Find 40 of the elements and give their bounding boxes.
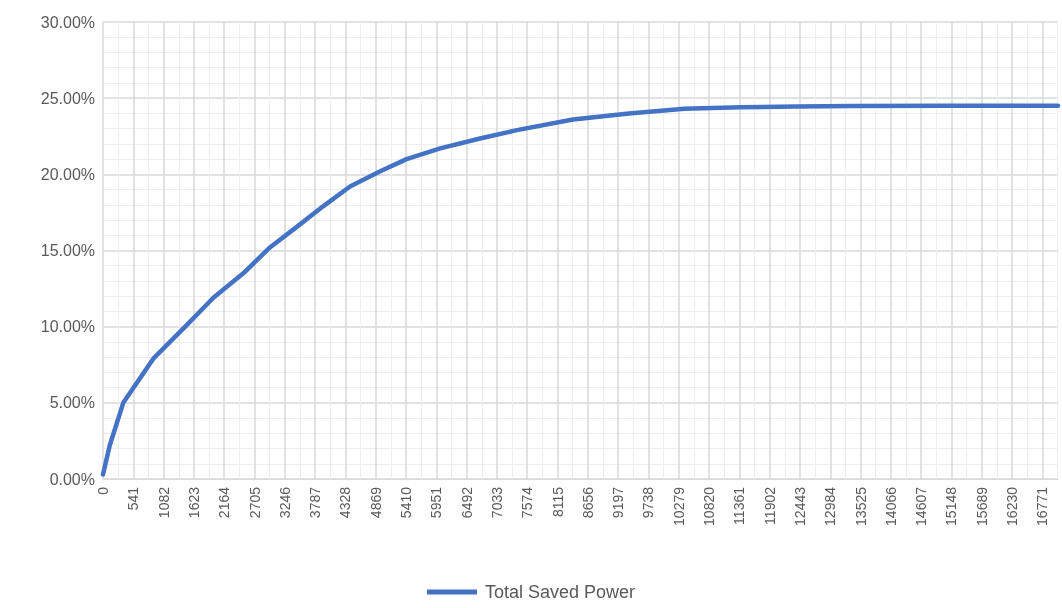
- x-tick-label: 14607: [913, 486, 930, 526]
- x-tick-label: 3246: [276, 486, 293, 519]
- x-tick-label: 7574: [519, 486, 536, 519]
- x-tick-label: 1082: [155, 486, 172, 519]
- y-tick-label: 30.00%: [40, 13, 95, 31]
- x-tick-label: 10820: [701, 486, 718, 526]
- y-tick-label: 5.00%: [49, 394, 95, 412]
- x-tick-label: 8115: [549, 486, 566, 518]
- x-tick-label: 4328: [337, 486, 354, 519]
- x-tick-label: 541: [125, 486, 142, 511]
- x-tick-label: 12443: [791, 486, 808, 526]
- x-tick-label: 15148: [943, 486, 960, 526]
- x-tick-label: 15689: [973, 486, 990, 526]
- y-tick-label: 20.00%: [40, 165, 95, 183]
- x-tick-label: 9738: [640, 486, 657, 519]
- x-tick-label: 16230: [1004, 486, 1021, 526]
- y-tick-label: 25.00%: [40, 89, 95, 107]
- x-tick-label: 11361: [731, 486, 748, 525]
- x-tick-label: 0: [95, 486, 111, 495]
- x-tick-label: 4869: [367, 486, 384, 519]
- x-tick-label: 9197: [610, 486, 627, 519]
- x-tick-label: 16771: [1034, 486, 1051, 526]
- x-tick-label: 14066: [882, 486, 899, 526]
- legend-label: Total Saved Power: [484, 582, 636, 602]
- x-tick-label: 2164: [216, 486, 233, 519]
- x-tick-label: 5410: [398, 486, 415, 519]
- x-tick-label: 8656: [579, 486, 596, 519]
- x-tick-label: 5951: [428, 486, 445, 519]
- x-tick-label: 12984: [822, 486, 839, 526]
- x-tick-label: 1623: [185, 486, 202, 519]
- y-tick-label: 10.00%: [40, 318, 95, 336]
- y-tick-label: 15.00%: [40, 242, 95, 259]
- x-tick-label: 6492: [458, 486, 475, 519]
- x-tick-label: 3787: [307, 486, 324, 519]
- y-tick-label: 0.00%: [49, 470, 95, 488]
- x-tick-label: 13525: [852, 486, 869, 526]
- x-tick-label: 2705: [246, 486, 263, 519]
- x-tick-label: 7033: [488, 486, 505, 519]
- x-tick-label: 11902: [761, 486, 778, 525]
- x-tick-label: 10279: [670, 486, 687, 526]
